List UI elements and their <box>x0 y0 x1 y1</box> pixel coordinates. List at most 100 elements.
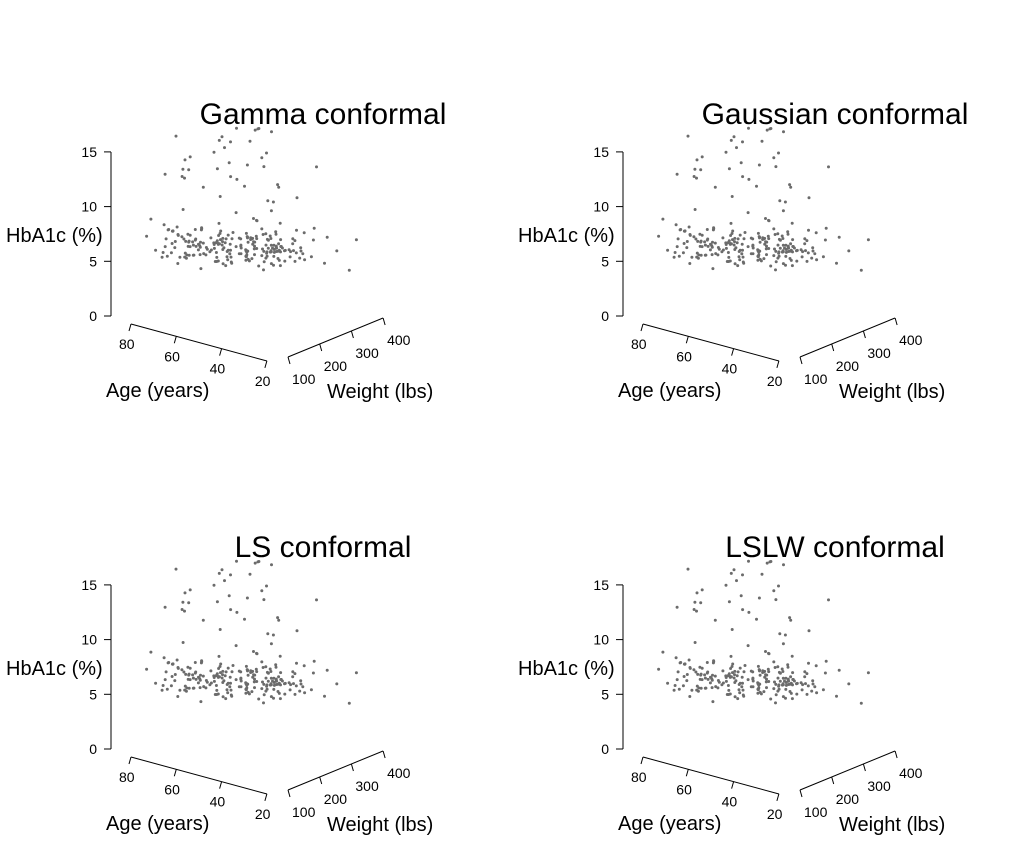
data-point <box>276 249 280 253</box>
data-point <box>272 250 276 254</box>
data-point <box>672 255 676 259</box>
data-point <box>276 690 280 693</box>
data-point <box>354 671 358 675</box>
data-point <box>161 684 165 687</box>
data-point <box>212 246 216 250</box>
data-point <box>695 158 699 162</box>
z-tick-label: 0 <box>601 741 609 757</box>
data-point <box>762 257 766 261</box>
data-point <box>711 267 715 271</box>
data-point <box>666 248 670 252</box>
data-point <box>773 247 776 251</box>
data-point <box>165 687 169 691</box>
data-point <box>727 600 731 604</box>
data-point <box>272 676 276 680</box>
data-point <box>163 172 167 176</box>
data-point <box>181 208 185 211</box>
data-point <box>302 664 306 668</box>
data-point <box>252 680 256 684</box>
data-point <box>713 185 717 189</box>
data-point <box>769 560 773 563</box>
data-point <box>821 255 825 259</box>
data-point <box>234 245 238 249</box>
z-tick-label: 0 <box>601 308 609 324</box>
data-point <box>162 223 166 227</box>
data-point <box>265 687 269 691</box>
data-point <box>731 238 734 242</box>
data-point <box>221 248 225 251</box>
data-point <box>229 140 232 144</box>
data-point <box>255 670 259 674</box>
data-point <box>219 238 222 242</box>
data-point <box>749 236 753 240</box>
data-point <box>335 682 339 686</box>
weight-tick-label: 200 <box>836 791 860 807</box>
data-point <box>298 689 302 693</box>
data-point <box>714 685 718 689</box>
data-point <box>200 659 204 663</box>
data-point <box>303 258 307 262</box>
data-point <box>788 682 792 686</box>
data-point <box>291 237 295 241</box>
data-point <box>756 231 760 235</box>
data-point <box>188 245 192 249</box>
data-point <box>224 670 228 674</box>
data-point <box>215 693 219 696</box>
data-point <box>279 683 282 687</box>
data-point <box>266 199 270 203</box>
data-point <box>188 588 192 592</box>
weight-tick-label: 400 <box>899 332 923 348</box>
data-point <box>311 238 315 242</box>
weight-tick-label: 200 <box>324 358 348 374</box>
data-point <box>311 671 315 675</box>
data-point <box>781 237 785 240</box>
data-point <box>727 688 731 692</box>
data-point <box>711 240 714 244</box>
data-point <box>727 693 731 696</box>
data-point <box>191 243 195 247</box>
data-point <box>299 682 303 686</box>
weight-tick <box>894 317 898 326</box>
data-point <box>692 235 696 239</box>
data-point <box>732 135 736 139</box>
data-point <box>706 670 710 674</box>
data-point <box>264 232 268 236</box>
data-point <box>696 256 700 260</box>
data-point <box>165 254 169 258</box>
data-point <box>721 669 725 673</box>
data-point <box>166 228 170 232</box>
data-point <box>692 608 696 611</box>
data-point <box>354 238 358 242</box>
data-point <box>184 689 188 693</box>
data-point <box>789 242 793 246</box>
data-point <box>698 232 702 236</box>
data-point <box>714 252 718 256</box>
data-point <box>756 255 760 259</box>
data-point <box>277 618 281 622</box>
data-point <box>795 249 798 253</box>
data-point <box>269 237 273 240</box>
data-point <box>765 128 769 132</box>
data-point <box>193 228 197 231</box>
data-point <box>767 237 771 241</box>
z-tick-label: 15 <box>593 577 609 593</box>
data-point <box>224 237 228 241</box>
data-point <box>224 264 228 268</box>
data-point <box>162 656 166 660</box>
data-point <box>188 666 192 670</box>
data-point <box>279 671 283 675</box>
data-point <box>777 251 781 255</box>
panel-title: Gaussian conformal <box>702 98 969 131</box>
data-point <box>700 588 704 592</box>
data-point <box>199 700 203 704</box>
panel-4: LSLW conformal 0 5 10 15 HbA1c (%) 80 60 40 20 Age… <box>518 531 945 836</box>
data-point <box>175 658 179 662</box>
data-point <box>749 669 753 673</box>
data-point <box>244 255 248 259</box>
data-point <box>742 670 746 674</box>
data-point <box>695 591 699 595</box>
data-point <box>677 687 681 691</box>
data-point <box>187 253 191 257</box>
data-point <box>788 249 792 253</box>
data-point <box>225 255 229 259</box>
